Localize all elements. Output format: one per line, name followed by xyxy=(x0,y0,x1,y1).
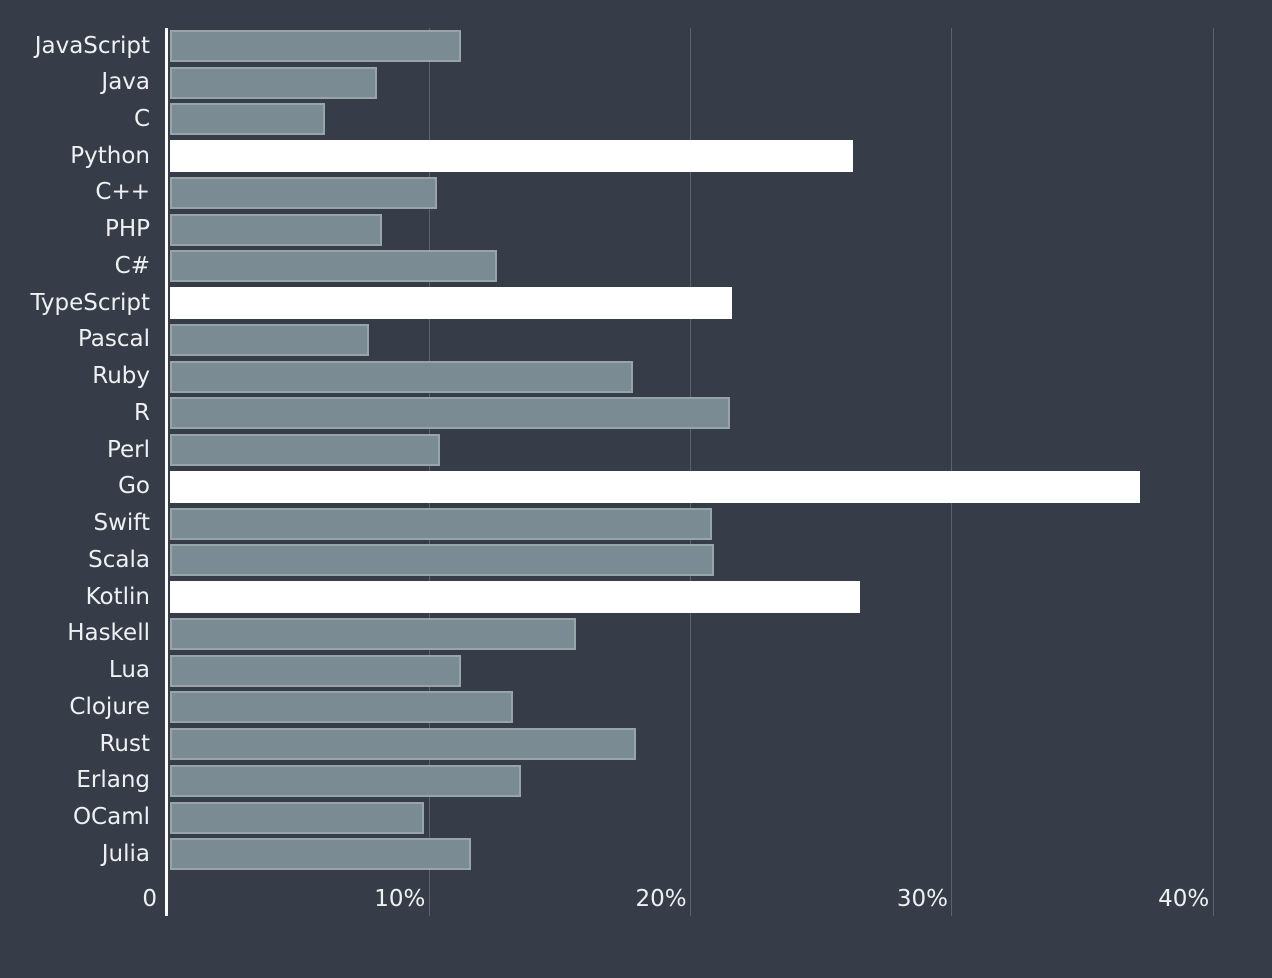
x-tick-label: 30% xyxy=(896,886,948,912)
bar-perl xyxy=(170,434,440,467)
bar-typescript xyxy=(170,287,733,320)
bar-python xyxy=(170,140,853,173)
bar-r xyxy=(170,397,730,430)
bar-pascal xyxy=(170,323,370,356)
y-label-ocaml: OCaml xyxy=(72,804,150,831)
y-label-php: PHP xyxy=(104,216,150,243)
bar-kotlin xyxy=(170,581,861,614)
y-label-typescript: TypeScript xyxy=(30,289,150,316)
y-label-swift: Swift xyxy=(93,510,150,537)
bar-clojure xyxy=(170,691,513,724)
y-axis-line xyxy=(165,28,168,916)
y-label-rust: Rust xyxy=(99,730,150,757)
bar-c- xyxy=(170,176,438,209)
y-label-kotlin: Kotlin xyxy=(85,583,150,610)
bar-erlang xyxy=(170,764,521,797)
y-label-python: Python xyxy=(70,142,150,169)
bar-haskell xyxy=(170,617,576,650)
y-label-haskell: Haskell xyxy=(67,620,150,647)
y-label-javascript: JavaScript xyxy=(34,32,150,59)
y-label-scala: Scala xyxy=(88,546,150,573)
y-label-pascal: Pascal xyxy=(77,326,150,353)
y-label-clojure: Clojure xyxy=(69,693,150,720)
y-label-c: C xyxy=(133,105,150,132)
y-label-perl: Perl xyxy=(106,436,150,463)
y-label-julia: Julia xyxy=(101,840,150,867)
x-tick-label: 40% xyxy=(1158,886,1210,912)
y-label-r: R xyxy=(134,399,150,426)
x-tick-label: 0 xyxy=(142,886,157,912)
y-label-ruby: Ruby xyxy=(92,363,150,390)
y-label-go: Go xyxy=(118,473,150,500)
bar-java xyxy=(170,66,378,99)
bar-scala xyxy=(170,544,715,577)
bar-julia xyxy=(170,838,472,871)
y-label-java: Java xyxy=(101,69,150,96)
bar-javascript xyxy=(170,30,461,62)
x-tick-label: 20% xyxy=(635,886,687,912)
bar-c- xyxy=(170,250,498,283)
bar-php xyxy=(170,213,383,246)
bar-rust xyxy=(170,728,636,761)
bar-c xyxy=(170,103,325,136)
y-label-c-: C++ xyxy=(95,179,150,206)
y-label-erlang: Erlang xyxy=(76,767,150,794)
bar-swift xyxy=(170,507,712,540)
y-label-c-: C# xyxy=(114,252,150,279)
bar-ruby xyxy=(170,360,634,393)
bar-go xyxy=(170,470,1141,503)
y-label-lua: Lua xyxy=(108,657,150,684)
gridline-40% xyxy=(1212,28,1214,916)
x-tick-label: 10% xyxy=(374,886,426,912)
bar-ocaml xyxy=(170,801,425,834)
bar-lua xyxy=(170,654,461,687)
